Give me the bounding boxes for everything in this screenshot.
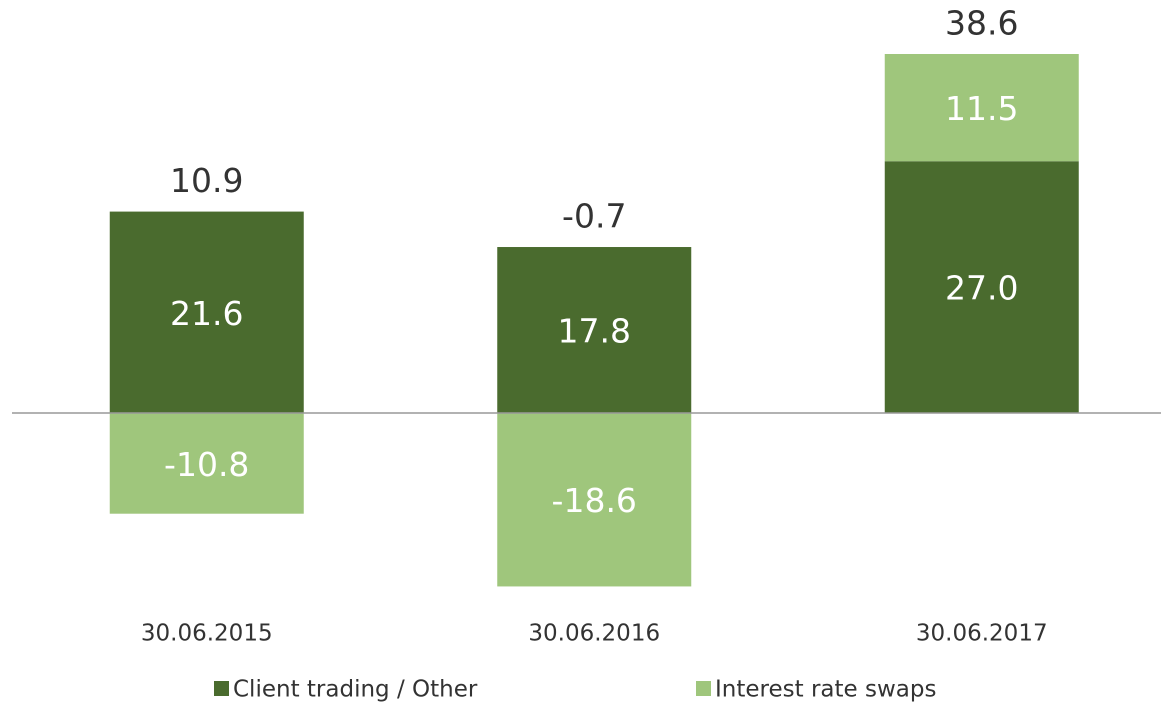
legend-swatch: [696, 681, 711, 696]
x-tick-label: 30.06.2017: [916, 621, 1048, 647]
total-label: 10.9: [170, 161, 243, 200]
legend-label: Interest rate swaps: [715, 677, 936, 703]
bar-segment: [109, 211, 304, 413]
value-label: 17.8: [558, 312, 631, 351]
bar-segment: [109, 413, 304, 514]
value-label: -10.8: [164, 445, 249, 484]
value-label: -18.6: [552, 481, 637, 520]
value-label: 11.5: [945, 89, 1018, 128]
bar-segment: [884, 54, 1079, 162]
bar-segment: [497, 247, 692, 413]
total-label: -0.7: [562, 197, 626, 236]
total-label: 38.6: [945, 4, 1018, 43]
legend-swatch: [214, 681, 229, 696]
x-tick-label: 30.06.2015: [141, 621, 273, 647]
value-label: 27.0: [945, 269, 1018, 308]
x-tick-label: 30.06.2016: [528, 621, 660, 647]
value-label: 21.6: [170, 294, 243, 333]
legend-label: Client trading / Other: [233, 677, 478, 703]
bar-segment: [497, 413, 692, 587]
bar-segment: [884, 161, 1079, 413]
